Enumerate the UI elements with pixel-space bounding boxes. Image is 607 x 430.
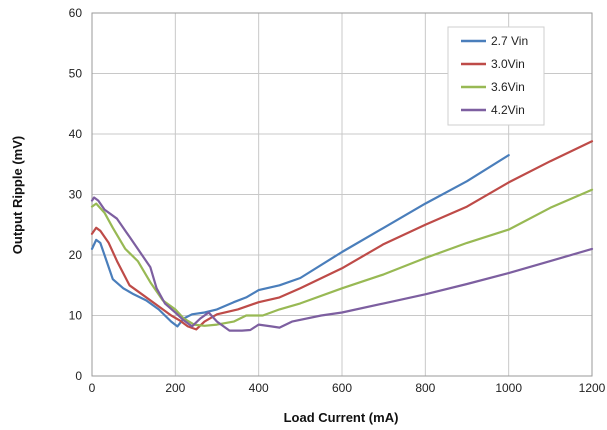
- y-tick-label: 50: [69, 67, 83, 81]
- y-axis-title: Output Ripple (mV): [10, 136, 25, 254]
- legend-label: 3.6Vin: [491, 80, 525, 94]
- x-tick-label: 1200: [579, 381, 606, 395]
- series-line-1: [90, 154, 510, 328]
- series-line-3: [90, 188, 594, 327]
- series-line-4: [90, 196, 594, 332]
- x-tick-label: 600: [332, 381, 352, 395]
- y-tick-label: 60: [69, 6, 83, 20]
- y-tick-label: 10: [69, 309, 83, 323]
- legend-label: 3.0Vin: [491, 57, 525, 71]
- series-lines: [90, 140, 594, 332]
- x-tick-label: 1000: [495, 381, 522, 395]
- x-tick-label: 400: [249, 381, 269, 395]
- legend: 2.7 Vin 3.0Vin 3.6Vin 4.2Vin: [461, 34, 528, 117]
- y-tick-label: 30: [69, 188, 83, 202]
- x-tick-label: 200: [165, 381, 185, 395]
- legend-label: 2.7 Vin: [491, 34, 528, 48]
- legend-label: 4.2Vin: [491, 103, 525, 117]
- y-tick-label: 40: [69, 127, 83, 141]
- x-tick-label: 0: [89, 381, 96, 395]
- legend-box: [447, 26, 545, 126]
- y-tick-label: 0: [75, 369, 82, 383]
- x-tick-label: 800: [415, 381, 435, 395]
- series-line-2: [90, 140, 594, 331]
- plot-area-frame: [91, 12, 593, 377]
- y-tick-label: 20: [69, 248, 83, 262]
- x-axis-title: Load Current (mA): [284, 410, 399, 425]
